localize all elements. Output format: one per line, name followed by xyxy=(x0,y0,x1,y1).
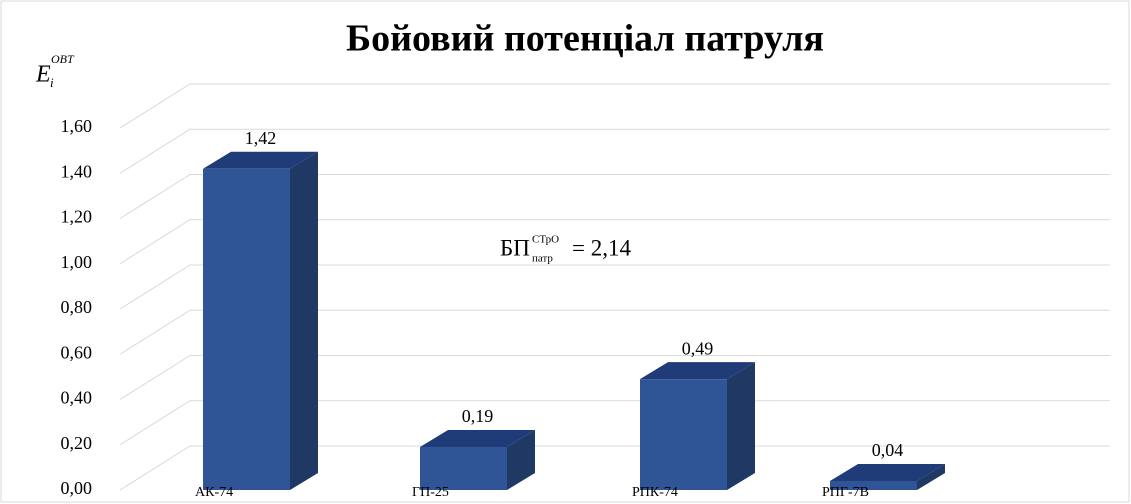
grid-line xyxy=(119,219,1110,265)
grid-line xyxy=(119,83,1110,129)
grid-line xyxy=(119,400,1110,446)
bar-top xyxy=(640,362,755,380)
y-axis-label: E xyxy=(35,62,51,88)
y-tick-label: 1,60 xyxy=(61,116,93,136)
bar-top xyxy=(420,430,535,448)
annotation-sup: СТрО xyxy=(532,234,559,246)
x-tick-label: РПГ-7В xyxy=(822,485,869,500)
bar-side xyxy=(507,430,535,490)
bar-side xyxy=(290,151,318,490)
y-axis-label-sup: OBT xyxy=(51,52,75,66)
x-tick-label: РПК-74 xyxy=(632,485,678,500)
grid-line xyxy=(119,355,1110,400)
annotation-value: = 2,14 xyxy=(572,235,631,260)
y-tick-label: 0,40 xyxy=(61,388,93,408)
bar-top xyxy=(830,463,945,481)
grid-line xyxy=(119,174,1110,219)
bar xyxy=(830,480,917,490)
bar xyxy=(640,379,727,490)
y-tick-label: 0,00 xyxy=(61,478,93,498)
value-label: 1,42 xyxy=(245,128,277,148)
y-tick-label: 0,60 xyxy=(61,342,93,362)
y-tick-label: 0,20 xyxy=(61,433,93,453)
x-tick-label: ГП-25 xyxy=(412,485,449,500)
bar-side xyxy=(917,463,945,490)
annotation: БП xyxy=(500,235,530,260)
y-tick-label: 0,80 xyxy=(61,297,93,317)
value-label: 0,04 xyxy=(872,440,904,460)
grid-line xyxy=(119,264,1110,310)
grid-line xyxy=(119,309,1110,355)
y-tick-label: 1,00 xyxy=(61,252,93,272)
chart-title: Бойовий потенціал патруля xyxy=(346,18,824,60)
grid-line xyxy=(119,445,1110,491)
bar-side xyxy=(727,362,755,490)
annotation-sub: патр xyxy=(532,253,553,265)
y-axis-label-sub: i xyxy=(50,75,54,90)
grid-line xyxy=(119,128,1110,174)
y-tick-label: 1,20 xyxy=(61,207,93,227)
value-label: 0,49 xyxy=(682,338,714,358)
bar xyxy=(420,447,507,490)
value-label: 0,19 xyxy=(462,406,494,426)
x-tick-label: АК-74 xyxy=(195,485,233,500)
bar-top xyxy=(203,151,318,169)
bar xyxy=(203,168,290,490)
y-tick-label: 1,40 xyxy=(61,161,93,181)
